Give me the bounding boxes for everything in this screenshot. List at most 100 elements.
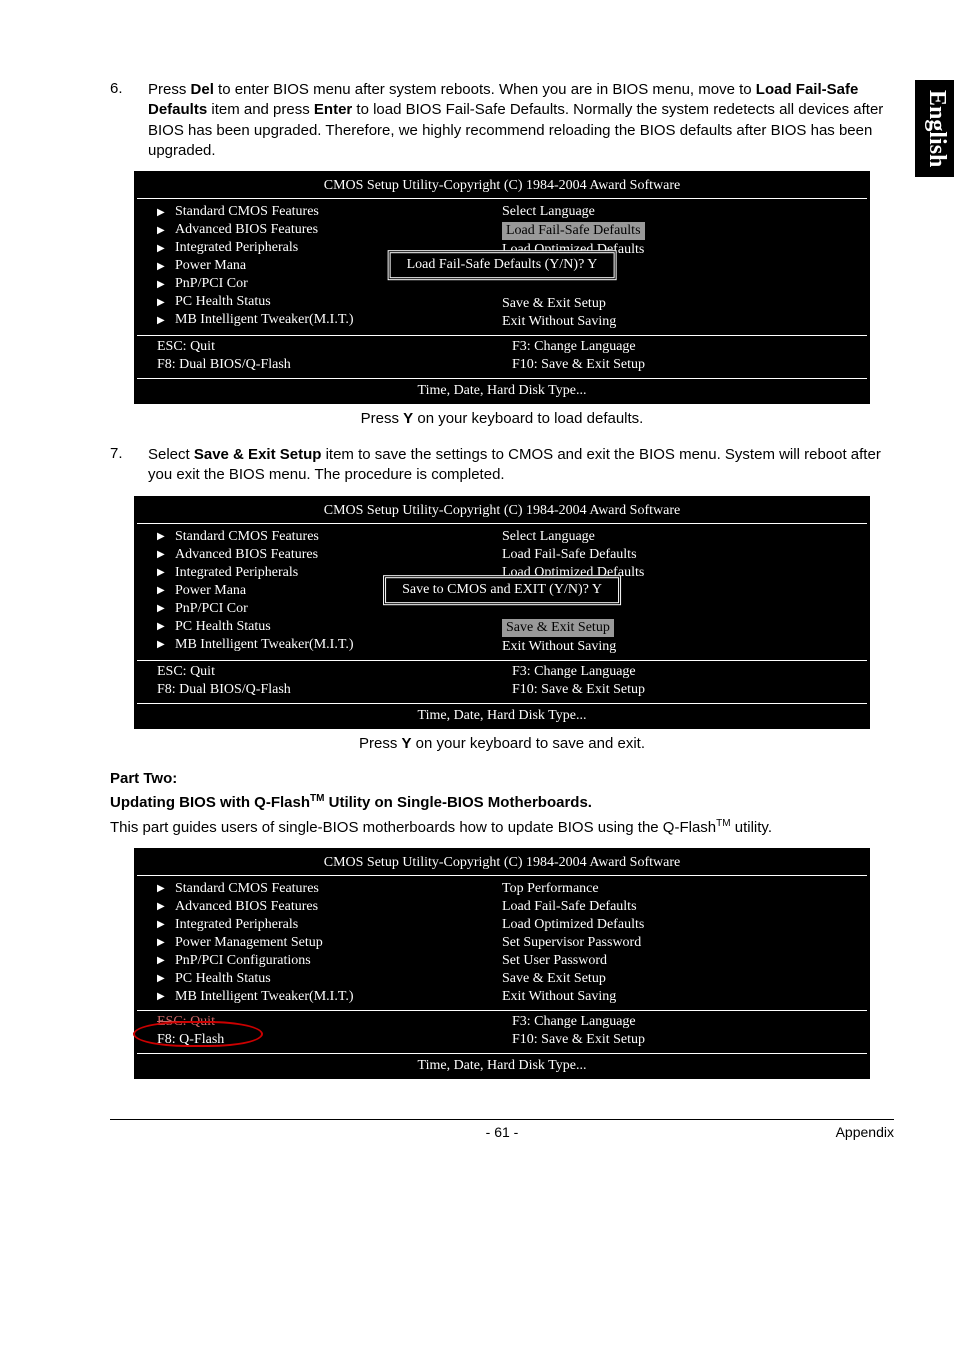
text: Press xyxy=(359,735,402,752)
menu-item: Exit Without Saving xyxy=(502,313,867,331)
menu-item: ▶Power Management Setup xyxy=(137,934,502,952)
text: on your keyboard to save and exit. xyxy=(412,735,645,752)
cmos-help-line: Time, Date, Hard Disk Type... xyxy=(137,381,867,401)
menu-label: PnP/PCI Configurations xyxy=(175,953,311,969)
menu-item: Select Language xyxy=(502,203,867,221)
menu-label: PnP/PCI Cor xyxy=(175,601,248,617)
menu-label: Exit Without Saving xyxy=(502,639,616,655)
menu-item: Exit Without Saving xyxy=(502,638,867,656)
text: Select xyxy=(148,446,194,463)
save-exit-label: Save & Exit Setup xyxy=(194,446,322,463)
menu-label: Select Language xyxy=(502,204,595,220)
menu-label: Save & Exit Setup xyxy=(502,296,606,312)
menu-item: Set Supervisor Password xyxy=(502,934,867,952)
triangle-right-icon: ▶ xyxy=(157,315,175,326)
text: to enter BIOS menu after system reboots.… xyxy=(214,81,756,98)
triangle-right-icon: ▶ xyxy=(157,585,175,596)
menu-label: Load Fail-Safe Defaults xyxy=(502,547,637,563)
cmos-title: CMOS Setup Utility-Copyright (C) 1984-20… xyxy=(137,174,867,199)
text: item and press xyxy=(207,101,314,118)
step-body: Select Save & Exit Setup item to save th… xyxy=(148,445,894,486)
menu-label: Integrated Peripherals xyxy=(175,565,298,581)
menu-item: Save & Exit Setup xyxy=(502,295,867,313)
menu-label: Integrated Peripherals xyxy=(175,240,298,256)
triangle-right-icon: ▶ xyxy=(157,279,175,290)
menu-label: MB Intelligent Tweaker(M.I.T.) xyxy=(175,312,354,328)
menu-item: Top Performance xyxy=(502,880,867,898)
menu-label: Advanced BIOS Features xyxy=(175,222,318,238)
cmos-screenshot-2: CMOS Setup Utility-Copyright (C) 1984-20… xyxy=(134,496,870,729)
menu-item: ▶MB Intelligent Tweaker(M.I.T.) xyxy=(137,636,502,654)
cmos-help-line: Time, Date, Hard Disk Type... xyxy=(137,1056,867,1076)
menu-label: Set User Password xyxy=(502,953,607,969)
menu-item: Load Optimized Defaults xyxy=(502,916,867,934)
hint-f10: F10: Save & Exit Setup xyxy=(512,1031,867,1049)
caption: Press Y on your keyboard to load default… xyxy=(110,410,894,427)
menu-item: Save & Exit Setup xyxy=(502,970,867,988)
menu-label: PC Health Status xyxy=(175,619,271,635)
callout-circle-icon xyxy=(133,1021,263,1047)
triangle-right-icon: ▶ xyxy=(157,883,175,894)
menu-label: Advanced BIOS Features xyxy=(175,547,318,563)
menu-item: ▶Integrated Peripherals xyxy=(137,916,502,934)
language-tab: English xyxy=(915,80,954,177)
menu-label: Top Performance xyxy=(502,881,599,897)
triangle-right-icon: ▶ xyxy=(157,973,175,984)
key-y: Y xyxy=(403,410,413,427)
triangle-right-icon: ▶ xyxy=(157,901,175,912)
menu-label: Set Supervisor Password xyxy=(502,935,641,951)
menu-item: ▶MB Intelligent Tweaker(M.I.T.) xyxy=(137,311,502,329)
hint-esc: ESC: Quit xyxy=(157,338,512,356)
menu-label: Standard CMOS Features xyxy=(175,204,319,220)
trademark-icon: TM xyxy=(716,818,730,829)
text: on your keyboard to load defaults. xyxy=(413,410,643,427)
menu-label: Exit Without Saving xyxy=(502,989,616,1005)
triangle-right-icon: ▶ xyxy=(157,621,175,632)
menu-item-highlighted: Save & Exit Setup xyxy=(502,618,867,638)
menu-item: ▶Standard CMOS Features xyxy=(137,880,502,898)
text: Utility on Single-BIOS Motherboards. xyxy=(324,794,592,811)
menu-label: MB Intelligent Tweaker(M.I.T.) xyxy=(175,637,354,653)
menu-label: Power Mana xyxy=(175,258,246,274)
triangle-right-icon: ▶ xyxy=(157,567,175,578)
footer-spacer xyxy=(110,1124,371,1140)
hint-f10: F10: Save & Exit Setup xyxy=(512,356,867,374)
hint-f10: F10: Save & Exit Setup xyxy=(512,681,867,699)
hint-f8: F8: Dual BIOS/Q-Flash xyxy=(157,681,512,699)
menu-item: Exit Without Saving xyxy=(502,988,867,1006)
text: utility. xyxy=(731,819,772,836)
triangle-right-icon: ▶ xyxy=(157,297,175,308)
menu-item: ▶PC Health Status xyxy=(137,618,502,636)
triangle-right-icon: ▶ xyxy=(157,603,175,614)
menu-item: ▶PC Health Status xyxy=(137,293,502,311)
menu-label: Advanced BIOS Features xyxy=(175,899,318,915)
step-number: 6. xyxy=(110,80,134,161)
menu-label: PnP/PCI Cor xyxy=(175,276,248,292)
triangle-right-icon: ▶ xyxy=(157,937,175,948)
menu-item: ▶PnP/PCI Configurations xyxy=(137,952,502,970)
triangle-right-icon: ▶ xyxy=(157,955,175,966)
part-two-heading: Part Two: xyxy=(110,770,894,787)
trademark-icon: TM xyxy=(310,793,324,804)
triangle-right-icon: ▶ xyxy=(157,261,175,272)
confirm-dialog: Save to CMOS and EXIT (Y/N)? Y xyxy=(383,575,621,605)
menu-label: Load Optimized Defaults xyxy=(502,917,644,933)
text: Press xyxy=(148,81,191,98)
menu-label: Power Mana xyxy=(175,583,246,599)
triangle-right-icon: ▶ xyxy=(157,531,175,542)
menu-label: Load Fail-Safe Defaults xyxy=(502,899,637,915)
hint-f3: F3: Change Language xyxy=(512,338,867,356)
menu-item-highlighted: Load Fail-Safe Defaults xyxy=(502,221,867,241)
menu-label: Exit Without Saving xyxy=(502,314,616,330)
menu-item: ▶MB Intelligent Tweaker(M.I.T.) xyxy=(137,988,502,1006)
cmos-help-line: Time, Date, Hard Disk Type... xyxy=(137,706,867,726)
menu-item: ▶Standard CMOS Features xyxy=(137,203,502,221)
key-enter: Enter xyxy=(314,101,352,118)
part-two-subheading: Updating BIOS with Q-FlashTM Utility on … xyxy=(110,793,894,811)
menu-item: Load Fail-Safe Defaults xyxy=(502,546,867,564)
confirm-dialog: Load Fail-Safe Defaults (Y/N)? Y xyxy=(388,250,617,280)
hint-f3: F3: Change Language xyxy=(512,663,867,681)
menu-label: Standard CMOS Features xyxy=(175,881,319,897)
step-body: Press Del to enter BIOS menu after syste… xyxy=(148,80,894,161)
menu-label: Standard CMOS Features xyxy=(175,529,319,545)
